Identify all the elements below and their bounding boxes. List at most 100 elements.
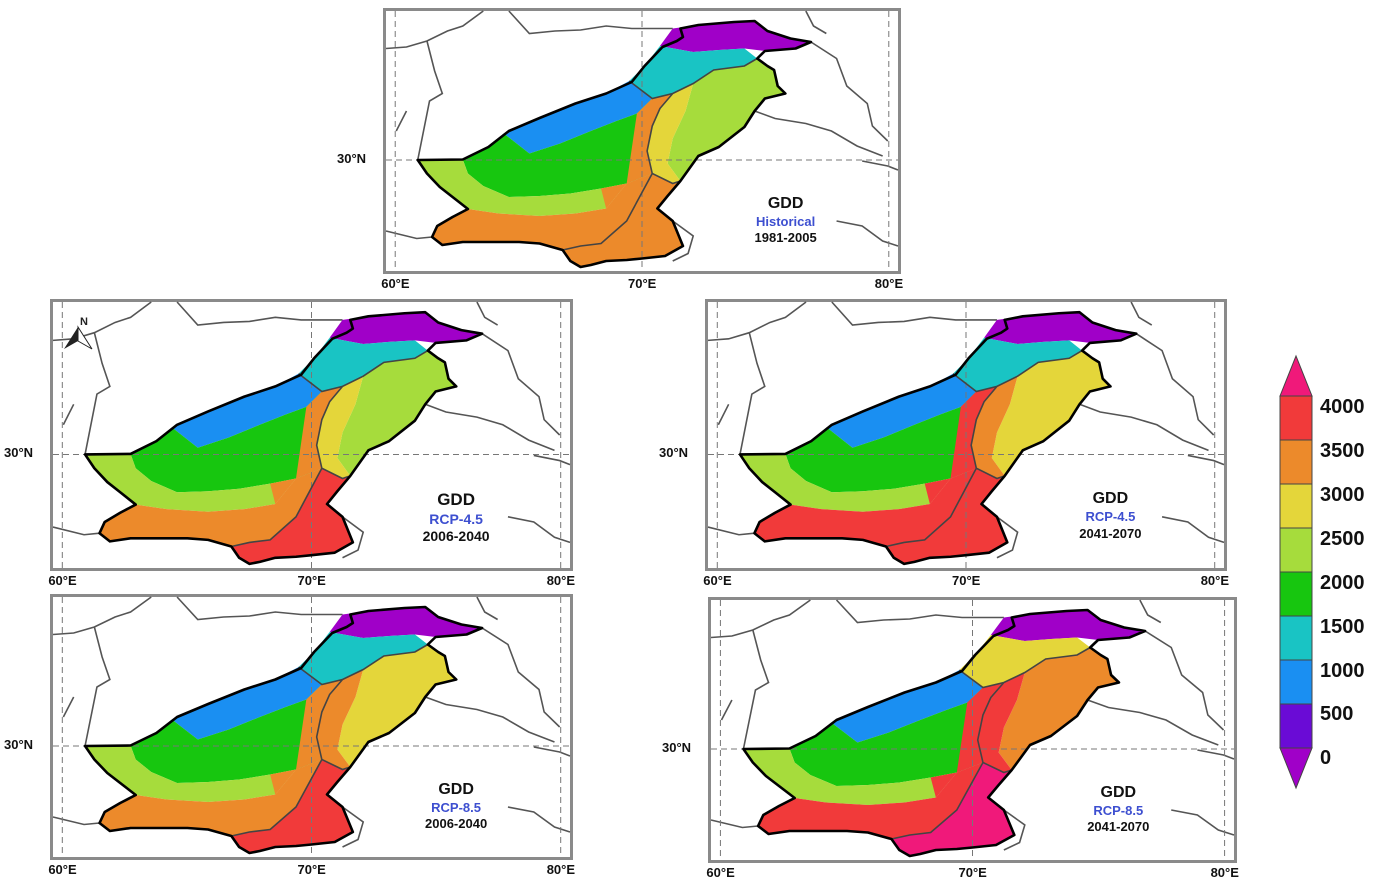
map-canvas xyxy=(383,8,901,274)
country-border xyxy=(477,597,498,620)
gdd-zone xyxy=(959,635,1091,688)
country-border xyxy=(177,302,342,325)
panel-label: GDD RCP-8.5 2006-2040 xyxy=(396,780,516,833)
country-border xyxy=(755,111,883,156)
country-border xyxy=(1171,810,1234,835)
colorbar-label: 3000 xyxy=(1320,484,1365,506)
panel-scenario: RCP-4.5 xyxy=(429,510,483,527)
gdd-zone xyxy=(171,373,322,448)
gdd-zone xyxy=(99,468,322,547)
country-border xyxy=(63,404,73,424)
country-border xyxy=(743,630,768,749)
gdd-zone xyxy=(503,81,653,154)
country-border xyxy=(508,807,570,832)
country-border xyxy=(534,747,570,756)
country-border xyxy=(508,517,570,543)
country-border xyxy=(482,334,560,435)
gdd-zone xyxy=(739,453,951,512)
lon-tick-70E: 70°E xyxy=(958,865,987,880)
gdd-zone xyxy=(562,173,683,267)
panel-title: GDD xyxy=(438,781,474,799)
map-canvas xyxy=(50,594,573,860)
gdd-zone xyxy=(298,337,428,392)
gdd-zone xyxy=(659,21,811,52)
country-border xyxy=(177,597,342,620)
lon-tick-80E: 80°E xyxy=(546,573,576,588)
panel-label: GDD RCP-8.5 2041-2070 xyxy=(1058,783,1178,836)
map-canvas: N xyxy=(50,299,573,571)
lon-tick-80E: 80°E xyxy=(1200,573,1230,588)
colorbar-label: 2500 xyxy=(1320,528,1365,550)
country-border xyxy=(418,41,443,160)
country-border xyxy=(482,628,560,727)
gdd-zone xyxy=(298,632,428,685)
panel-period: 2006-2040 xyxy=(422,528,490,545)
gdd-zone xyxy=(891,762,1015,856)
province-border xyxy=(891,648,1090,840)
country-border xyxy=(1140,600,1161,623)
colorbar-label: 1500 xyxy=(1320,616,1365,638)
country-border xyxy=(1162,517,1224,543)
panel-title: GDD xyxy=(1092,490,1129,508)
panel-title: GDD xyxy=(767,195,804,213)
panel-label: GDD Historical 1981-2005 xyxy=(726,194,846,247)
gdd-zone xyxy=(991,350,1111,476)
gdd-zone xyxy=(329,607,483,638)
map-inner xyxy=(53,302,570,568)
gdd-zone xyxy=(930,682,1004,798)
gdd-zone xyxy=(886,468,1008,564)
country-border xyxy=(477,302,498,325)
country-border xyxy=(1197,750,1234,759)
gdd-zone xyxy=(971,376,1018,479)
country-border xyxy=(53,302,151,340)
country-border xyxy=(386,11,483,49)
country-border xyxy=(1080,404,1209,450)
country-border xyxy=(386,231,432,239)
colorbar-label: 4000 xyxy=(1320,396,1365,418)
country-border xyxy=(837,221,898,246)
country-border xyxy=(718,404,728,424)
gdd-zone xyxy=(417,159,627,216)
country-border xyxy=(837,600,1004,623)
panel-period: 2006-2040 xyxy=(425,816,488,832)
gdd-zone xyxy=(231,468,353,564)
map-inner xyxy=(708,302,1224,568)
panel-period: 2041-2070 xyxy=(1079,525,1142,541)
country-border xyxy=(53,597,151,635)
map-panel-rcp85-2041-2070: 60°E 70°E 80°E 30°N GDD RCP-8.5 2041-2070 xyxy=(662,597,1239,880)
gdd-zone xyxy=(337,644,457,767)
lat-tick-30N: 30°N xyxy=(4,737,34,752)
gdd-zone xyxy=(998,647,1119,770)
country-border xyxy=(425,697,554,742)
country-outline xyxy=(740,312,1136,564)
country-border xyxy=(806,11,826,34)
country-border xyxy=(1088,700,1219,745)
panel-label: GDD RCP-4.5 2006-2040 xyxy=(396,489,516,545)
gdd-zone xyxy=(831,670,983,743)
lat-tick-30N: 30°N xyxy=(659,445,689,461)
gdd-zone xyxy=(316,376,364,479)
map-panel-rcp45-2041-2070: 60°E 70°E 80°E 30°N GDD RCP-4.5 2041-2070 xyxy=(659,299,1229,588)
country-border xyxy=(53,817,100,825)
panel-title: GDD xyxy=(1100,784,1137,802)
country-border xyxy=(396,111,406,131)
colorbar-segment xyxy=(1279,615,1313,661)
colorbar xyxy=(1279,354,1313,790)
gdd-zone xyxy=(743,748,957,805)
map-panel-historical: 60°E 70°E 80°E 30°N GDD Historical 1981-2005 xyxy=(337,8,903,291)
country-border xyxy=(343,807,364,847)
colorbar-legend: 4000 3500 3000 2500 2000 1500 1000 500 0 xyxy=(1276,352,1381,802)
colorbar-label: 500 xyxy=(1320,703,1354,725)
country-border xyxy=(425,404,554,450)
gdd-zone xyxy=(754,468,977,547)
lon-tick-80E: 80°E xyxy=(874,276,904,291)
gdd-zone xyxy=(432,173,653,250)
lon-tick-60E: 60°E xyxy=(703,573,732,588)
map-panel-rcp45-2006-2040: N 60°E 70°E 80°E 30°N GDD RCP-4.5 2006-2040 xyxy=(4,299,575,588)
lon-tick-60E: 60°E xyxy=(48,862,77,877)
colorbar-label: 3500 xyxy=(1320,440,1365,462)
gdd-zone xyxy=(984,312,1137,344)
lat-tick-30N: 30°N xyxy=(4,445,34,461)
gdd-zone xyxy=(85,745,296,802)
map-canvas xyxy=(705,299,1227,571)
